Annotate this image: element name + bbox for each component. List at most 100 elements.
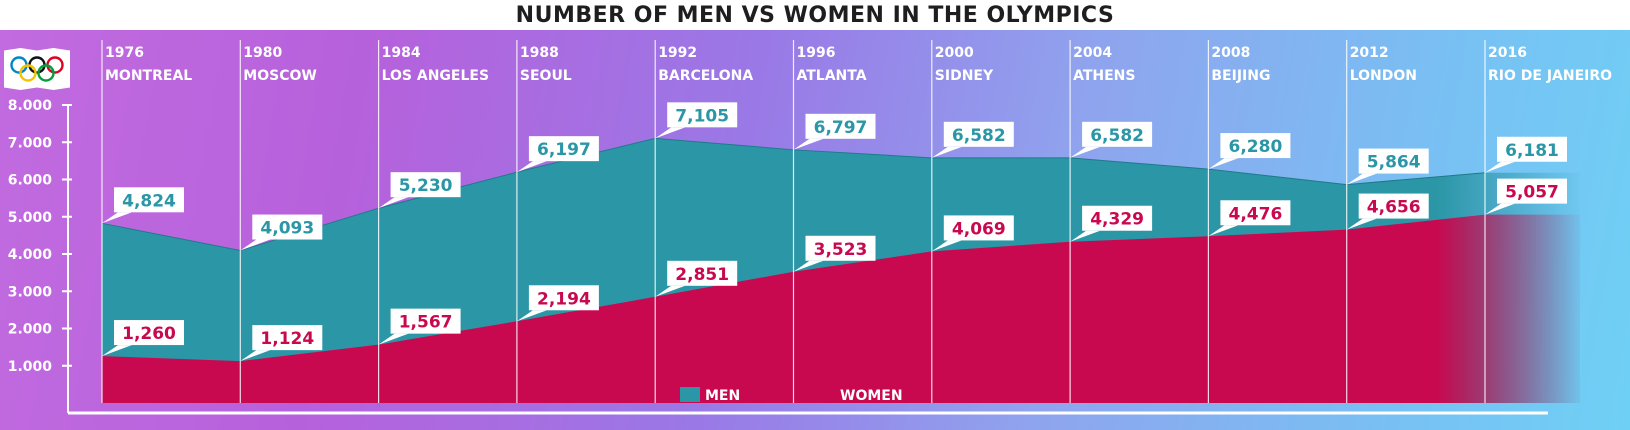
area-chart: 1976 MONTREAL 1980 MOSCOW 1984 LOS ANGELES 198… (8, 40, 1612, 415)
women-callout: 2,851 (655, 260, 738, 297)
women-callout-box (1220, 200, 1291, 226)
y-tick-label: 8.000 (8, 98, 53, 114)
men-callout-pointer (1485, 161, 1515, 173)
city-label: ATHENS (1073, 68, 1135, 84)
year-label: 2008 (1211, 45, 1250, 61)
olympic-flag-icon (4, 48, 70, 90)
men-callout-box (805, 113, 876, 139)
women-callout-pointer (378, 333, 409, 345)
men-value-label: 6,582 (952, 126, 1006, 146)
ring-green (37, 64, 55, 82)
women-callout-pointer (931, 240, 962, 252)
legend-swatch-men (680, 387, 700, 402)
men-value-label: 6,797 (814, 118, 868, 138)
women-callout-box (667, 260, 738, 286)
men-value-label: 6,197 (537, 140, 591, 160)
women-callout: 4,656 (1346, 193, 1429, 230)
women-callout: 3,523 (793, 235, 876, 272)
women-callout: 1,567 (378, 308, 461, 345)
men-callout-box (528, 136, 599, 162)
men-callout-pointer (931, 146, 962, 158)
y-tick-label: 6.000 (8, 173, 53, 189)
women-value-label: 3,523 (814, 240, 868, 260)
women-value-label: 2,194 (537, 289, 591, 309)
men-value-label: 6,582 (1090, 126, 1144, 146)
ring-yellow (19, 64, 37, 82)
women-callout-pointer (102, 345, 132, 357)
men-callout-box (390, 172, 461, 198)
city-label: MOSCOW (243, 68, 317, 84)
women-callout-box (1497, 178, 1567, 204)
women-callout: 1,124 (240, 325, 323, 362)
women-callout-pointer (1485, 203, 1515, 215)
women-value-label: 4,656 (1367, 198, 1421, 218)
women-callout: 4,476 (1208, 200, 1291, 237)
city-label: BEIJING (1211, 68, 1270, 84)
y-tick-label: 1.000 (8, 359, 53, 375)
city-label: MONTREAL (105, 68, 192, 84)
women-callout-box (943, 215, 1014, 241)
men-callout-box (1082, 121, 1153, 147)
women-callout-box (114, 320, 184, 346)
men-value-label: 7,105 (675, 106, 729, 126)
women-callout-pointer (516, 310, 547, 322)
women-value-label: 5,057 (1505, 183, 1559, 203)
women-area (102, 214, 1580, 403)
men-callout-box (943, 121, 1014, 147)
women-callout-box (1082, 205, 1153, 231)
legend: MEN WOMEN (680, 387, 903, 404)
men-callout-pointer (1346, 173, 1377, 185)
women-callout-box (390, 308, 461, 334)
men-callout-pointer (1208, 158, 1239, 170)
men-callout-box (252, 214, 323, 240)
year-label: 1988 (520, 45, 559, 61)
men-callout: 6,280 (1208, 133, 1291, 170)
year-label: 1980 (243, 45, 282, 61)
men-callout-box (114, 187, 184, 213)
men-callout: 5,864 (1346, 148, 1429, 185)
men-callout: 4,093 (240, 214, 323, 251)
women-value-label: 4,476 (1229, 204, 1283, 224)
men-callout-box (1358, 148, 1429, 174)
year-label: 1996 (797, 45, 836, 61)
women-callout-pointer (1070, 230, 1101, 242)
women-callout-pointer (240, 350, 271, 362)
men-callout-pointer (240, 239, 271, 251)
women-callout-pointer (655, 285, 686, 297)
women-callout: 4,329 (1070, 205, 1153, 242)
women-callout-pointer (1346, 218, 1377, 230)
y-tick-label: 3.000 (8, 284, 53, 300)
men-callout: 4,824 (102, 187, 184, 224)
women-callout-pointer (1208, 225, 1239, 237)
y-tick-label: 5.000 (8, 210, 53, 226)
women-callout: 2,194 (516, 285, 599, 322)
men-callout-pointer (516, 161, 547, 173)
women-callout-box (528, 285, 599, 311)
men-callout: 6,582 (931, 121, 1014, 158)
city-label: RIO DE JANEIRO (1488, 68, 1612, 84)
year-label: 1976 (105, 45, 144, 61)
men-callout-pointer (793, 138, 824, 150)
men-callout: 6,582 (1070, 121, 1153, 158)
women-value-label: 1,260 (122, 324, 176, 344)
year-label: 2000 (935, 45, 974, 61)
women-value-label: 2,851 (675, 265, 729, 285)
year-label: 1984 (382, 45, 421, 61)
women-callout: 1,260 (102, 320, 184, 357)
women-value-label: 1,124 (260, 329, 314, 349)
women-callout: 5,057 (1485, 178, 1567, 215)
men-value-label: 5,864 (1367, 153, 1421, 173)
men-callout-pointer (378, 197, 409, 209)
y-tick-label: 4.000 (8, 247, 53, 263)
men-callout-box (667, 102, 738, 128)
men-callout-pointer (102, 212, 132, 224)
men-callout-box (1220, 133, 1291, 159)
year-label: 2016 (1488, 45, 1527, 61)
women-callout-box (805, 235, 876, 261)
women-callout: 4,069 (931, 215, 1014, 252)
women-value-label: 4,069 (952, 219, 1006, 239)
olympic-rings-icon (10, 56, 64, 82)
men-value-label: 4,093 (260, 219, 314, 239)
men-callout-pointer (1070, 146, 1101, 158)
men-callout: 6,181 (1485, 136, 1567, 173)
